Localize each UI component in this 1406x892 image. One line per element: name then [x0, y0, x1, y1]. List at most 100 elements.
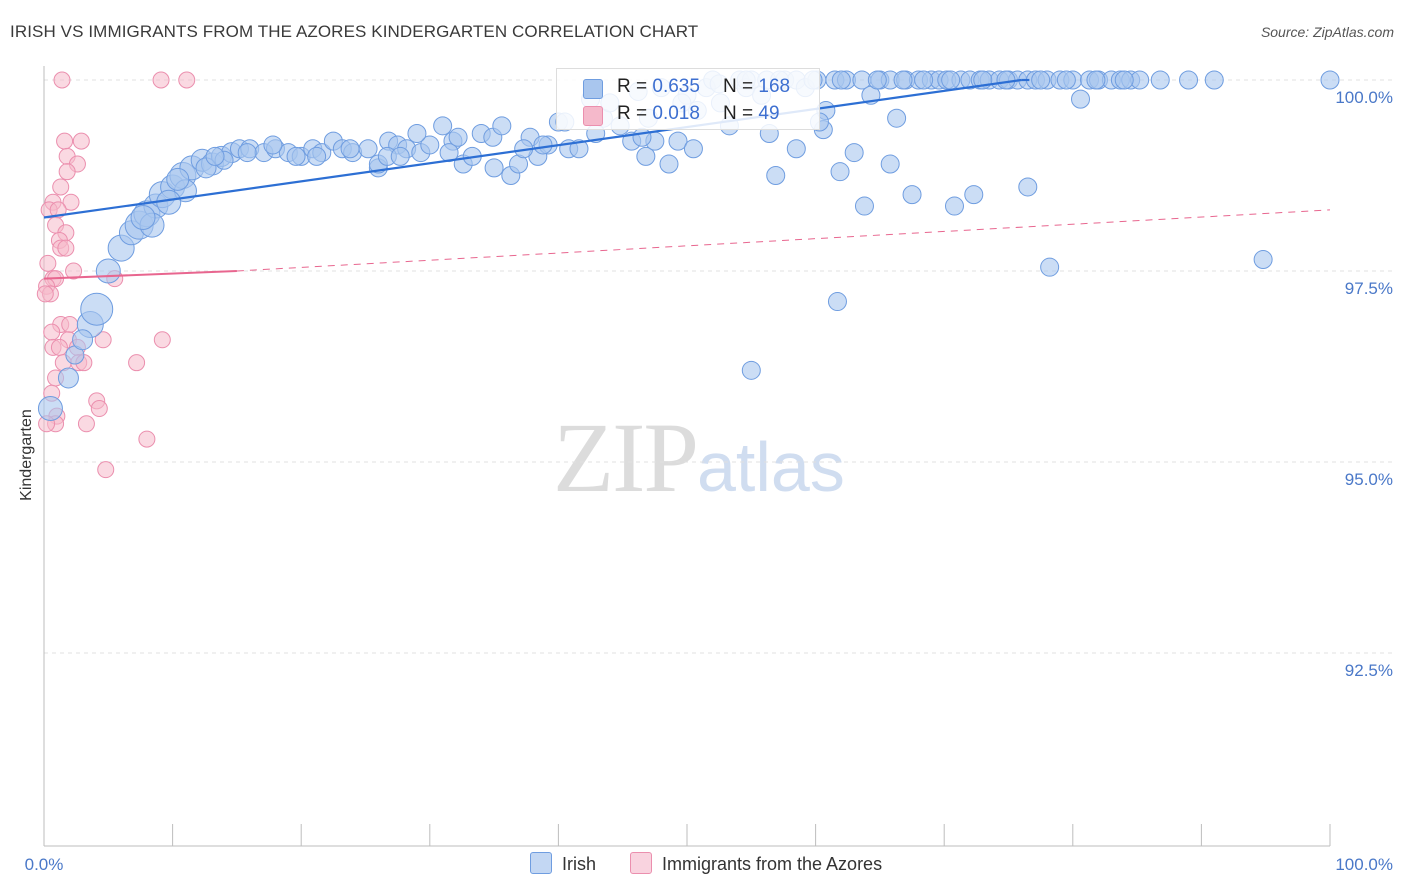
tick-labels: 92.5% 95.0% 97.5% 100.0% 0.0% 100.0% [25, 88, 1393, 874]
irish-point [166, 167, 190, 191]
irish-point [914, 70, 934, 90]
n-label: N = [723, 103, 759, 124]
x-tick-label: 0.0% [25, 855, 64, 874]
irish-point [37, 396, 63, 422]
azores-point [72, 132, 90, 150]
azores-point [39, 254, 57, 272]
irish-point [887, 108, 907, 128]
irish-legend-swatch [530, 852, 552, 874]
y-tick-label: 97.5% [1345, 279, 1393, 298]
irish-point [902, 185, 922, 205]
irish-point [827, 292, 847, 312]
irish-point [786, 139, 806, 159]
axes [43, 66, 1331, 847]
azores-point [178, 71, 196, 89]
azores-trend-line [43, 270, 237, 280]
azores-legend-swatch [630, 852, 652, 874]
chart-title: IRISH VS IMMIGRANTS FROM THE AZORES KIND… [10, 22, 699, 41]
n-value-irish: 168 [758, 76, 791, 97]
azores-point [77, 415, 95, 433]
irish-point [420, 135, 440, 155]
irish-swatch [583, 79, 603, 99]
azores-point [97, 461, 115, 479]
azores-point [56, 132, 74, 150]
irish-point [448, 127, 468, 147]
azores-point [90, 400, 108, 418]
azores-point [57, 239, 75, 257]
irish-point [1204, 70, 1224, 90]
irish-point [286, 146, 306, 166]
irish-point [867, 70, 887, 90]
legend-item-azores[interactable]: Immigrants from the Azores [630, 852, 882, 875]
y-tick-label: 95.0% [1345, 470, 1393, 489]
azores-point [58, 163, 76, 181]
legend-label-irish: Irish [562, 854, 597, 874]
azores-point [50, 338, 68, 356]
irish-point [263, 135, 283, 155]
irish-point [964, 185, 984, 205]
irish-point [95, 258, 121, 284]
irish-point [57, 367, 79, 389]
azores-point [53, 71, 71, 89]
irish-point [407, 123, 427, 143]
irish-point [484, 158, 504, 178]
n-value-azores: 49 [758, 103, 780, 124]
r-value-irish: 0.635 [652, 76, 700, 97]
azores-point [62, 193, 80, 211]
y-tick-label: 100.0% [1335, 88, 1393, 107]
irish-point [307, 146, 327, 166]
irish-trend-line [43, 78, 1022, 219]
azores-point [43, 323, 61, 341]
azores-point [94, 331, 112, 349]
irish-point [1018, 177, 1038, 197]
irish-point [1086, 70, 1106, 90]
azores-swatch [583, 106, 603, 126]
irish-point [844, 143, 864, 163]
azores-trend-line-dashed [236, 209, 1331, 272]
irish-point [741, 360, 761, 380]
azores-point [128, 354, 146, 372]
irish-point [340, 139, 360, 159]
irish-point [1114, 70, 1134, 90]
irish-point [358, 139, 378, 159]
watermark: ZIPatlas [553, 400, 845, 515]
azores-point [153, 331, 171, 349]
irish-point [1253, 250, 1273, 270]
trend-lines [43, 78, 1331, 280]
irish-point [636, 146, 656, 166]
azores-point [36, 285, 54, 303]
grid-lines [44, 79, 1395, 654]
irish-point [237, 143, 257, 163]
irish-point [533, 135, 553, 155]
irish-point [390, 146, 410, 166]
irish-point [1320, 70, 1340, 90]
irish-point [880, 154, 900, 174]
irish-point [893, 70, 913, 90]
source-label: Source: ZipAtlas.com [1260, 24, 1394, 40]
legend-label-azores: Immigrants from the Azores [662, 854, 883, 874]
irish-point [1040, 257, 1060, 277]
irish-point [683, 139, 703, 159]
irish-point [569, 139, 589, 159]
x-tick-label: 100.0% [1335, 855, 1393, 874]
irish-point [1179, 70, 1199, 90]
irish-point [659, 154, 679, 174]
irish-point [941, 70, 961, 90]
irish-point [766, 166, 786, 185]
legend-item-irish[interactable]: Irish [530, 852, 596, 875]
stats-legend: R = 0.635 N = 168 R = 0.018 N = 49 [556, 68, 820, 130]
irish-point [492, 116, 512, 136]
irish-point [1071, 89, 1091, 109]
irish-point [80, 292, 114, 326]
azores-point [152, 71, 170, 89]
r-value-azores: 0.018 [652, 103, 700, 124]
irish-point [72, 329, 94, 351]
watermark-zip: ZIP [553, 402, 699, 513]
azores-point [65, 262, 83, 280]
irish-point [205, 146, 225, 166]
irish-point [996, 70, 1016, 90]
azores-point [138, 430, 156, 448]
azores-point [52, 178, 70, 196]
n-label: N = [723, 76, 759, 97]
irish-point [130, 205, 156, 231]
